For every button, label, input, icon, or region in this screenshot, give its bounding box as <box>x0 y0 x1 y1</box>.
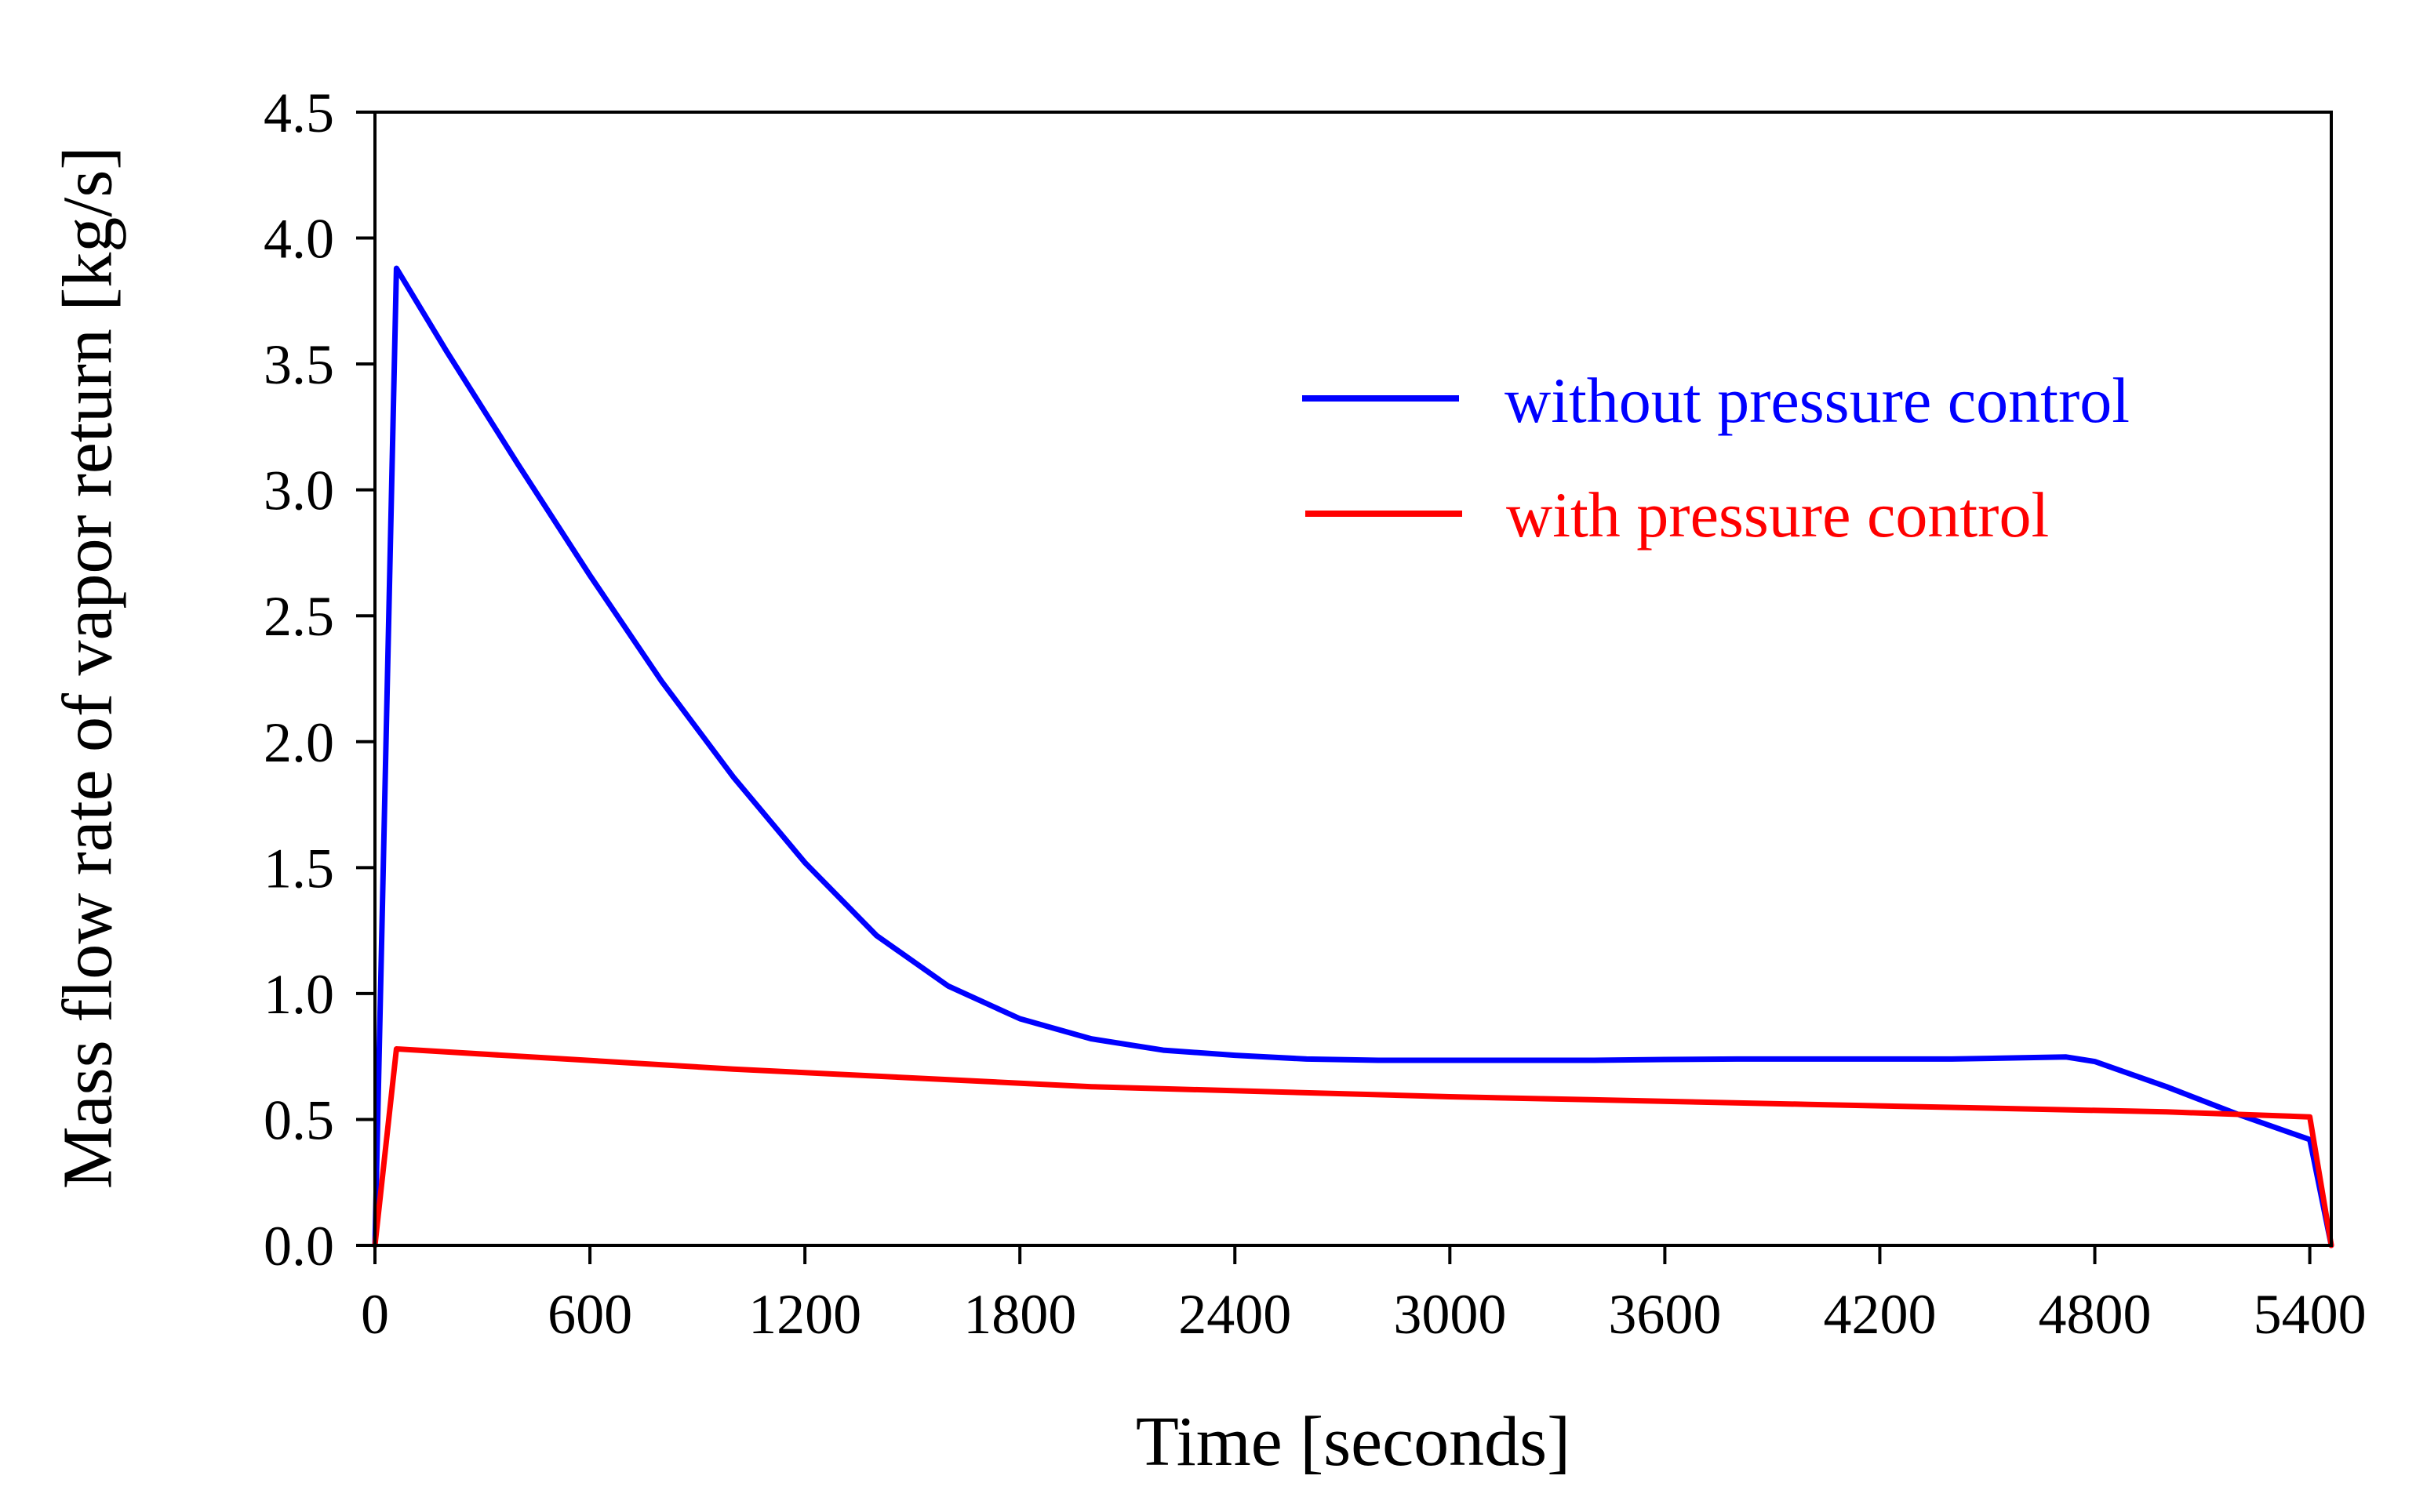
y-tick-label: 0.5 <box>264 1089 334 1151</box>
y-tick-label: 2.5 <box>264 585 334 648</box>
y-tick-label: 4.0 <box>264 208 334 271</box>
y-tick-label: 3.5 <box>264 333 334 396</box>
series-lines <box>372 265 2334 1248</box>
x-tick-label: 600 <box>548 1283 632 1346</box>
plot-area-frame <box>373 111 2333 1247</box>
x-tick-label: 2400 <box>1178 1283 1291 1346</box>
x-axis-title: Time [seconds] <box>1136 1403 1570 1481</box>
y-axis: 0.0 0.5 1.0 1.5 2.0 2.5 3.0 3.5 4.0 4.5 <box>264 82 375 1278</box>
y-axis-title: Mass flow rate of vapor return [kg/s] <box>49 147 127 1190</box>
x-tick-label: 0 <box>361 1283 389 1346</box>
y-tick-label: 4.5 <box>264 82 334 144</box>
legend: without pressure control with pressure co… <box>1302 365 2130 551</box>
x-tick-label: 4200 <box>1823 1283 1936 1346</box>
y-tick-label: 1.0 <box>264 963 334 1026</box>
x-axis: 0 600 1200 1800 2400 3000 3600 4200 4800 5400 <box>361 1245 2367 1346</box>
y-tick-label: 0.0 <box>264 1215 334 1278</box>
x-tick-label: 3600 <box>1608 1283 1721 1346</box>
legend-label-1: with pressure control <box>1506 479 2049 551</box>
x-tick-label: 1200 <box>748 1283 861 1346</box>
x-tick-label: 3000 <box>1393 1283 1506 1346</box>
series-line-0 <box>372 265 2334 1248</box>
x-tick-label: 4800 <box>2039 1283 2152 1346</box>
x-tick-label: 5400 <box>2254 1283 2367 1346</box>
legend-label-0: without pressure control <box>1505 365 2130 436</box>
series-line-1 <box>372 1046 2334 1248</box>
x-tick-label: 1800 <box>963 1283 1076 1346</box>
y-tick-label: 1.5 <box>264 837 334 900</box>
y-tick-label: 3.0 <box>264 460 334 522</box>
y-tick-label: 2.0 <box>264 711 334 774</box>
